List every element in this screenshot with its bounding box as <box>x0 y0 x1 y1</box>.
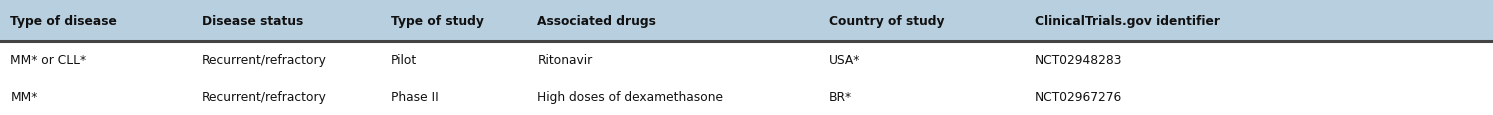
Text: Disease status: Disease status <box>202 14 303 27</box>
Text: Recurrent/refractory: Recurrent/refractory <box>202 54 327 67</box>
Text: NCT02967276: NCT02967276 <box>1035 90 1121 103</box>
Text: Ritonavir: Ritonavir <box>537 54 593 67</box>
Text: ClinicalTrials.gov identifier: ClinicalTrials.gov identifier <box>1035 14 1220 27</box>
Text: Country of study: Country of study <box>829 14 944 27</box>
Text: NCT02948283: NCT02948283 <box>1035 54 1123 67</box>
Text: Phase II: Phase II <box>391 90 439 103</box>
Text: Recurrent/refractory: Recurrent/refractory <box>202 90 327 103</box>
Bar <box>0 0 1493 42</box>
Text: MM*: MM* <box>10 90 37 103</box>
Bar <box>0 42 1493 115</box>
Text: Associated drugs: Associated drugs <box>537 14 657 27</box>
Text: USA*: USA* <box>829 54 860 67</box>
Text: MM* or CLL*: MM* or CLL* <box>10 54 87 67</box>
Text: BR*: BR* <box>829 90 851 103</box>
Text: Pilot: Pilot <box>391 54 418 67</box>
Text: Type of disease: Type of disease <box>10 14 118 27</box>
Text: Type of study: Type of study <box>391 14 484 27</box>
Text: High doses of dexamethasone: High doses of dexamethasone <box>537 90 724 103</box>
